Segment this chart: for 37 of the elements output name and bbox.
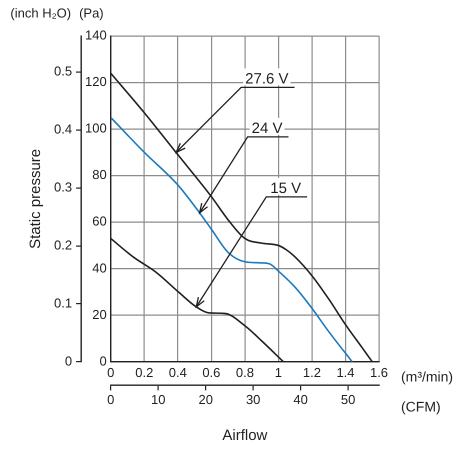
line-series: [110, 116, 353, 362]
y-tick-label: 40: [92, 260, 107, 276]
x-tick-label: 0.8: [236, 365, 254, 380]
y2-tick-label: 0: [64, 353, 72, 368]
x-tick-label: 0.2: [135, 365, 154, 380]
y2-axis-title: (inch H₂O): [10, 6, 72, 21]
x2-tick-label: 30: [246, 392, 260, 407]
y2-tick-label: 0.1: [54, 295, 72, 310]
y2-tick-label: 0.5: [54, 64, 72, 79]
y-tick-label: 120: [85, 74, 107, 90]
x2-tick-label: 10: [151, 392, 166, 407]
x-tick-label: 1: [274, 365, 282, 380]
x2-tick-label: 50: [340, 392, 356, 407]
y-tick-label: 80: [92, 167, 107, 182]
x2-tick-label: 20: [198, 392, 213, 407]
annotation: 15 V: [270, 180, 302, 197]
text: Airflow: [222, 427, 268, 444]
y-tick-label: 0: [100, 353, 107, 368]
x-tick-label: 1.2: [302, 365, 321, 380]
y-tick-label: 60: [92, 214, 107, 229]
annotation: 24 V: [252, 120, 282, 137]
y2-tick-label: 0.3: [54, 179, 72, 194]
y-tick-label: 100: [85, 120, 107, 136]
x-tick-label: 0.6: [202, 365, 220, 380]
y2-tick-label: 0.4: [54, 121, 72, 136]
annotation: 27.6 V: [245, 70, 289, 88]
text: Static pressure: [27, 148, 44, 249]
x-tick-label: 1.4: [336, 365, 355, 380]
x2-axis-title: (CFM): [401, 398, 441, 414]
y-tick-label: 20: [92, 306, 107, 322]
y-tick-label: 140: [85, 28, 107, 43]
x-tick-label: 1.6: [370, 365, 388, 380]
y2-tick-label: 0.2: [54, 237, 72, 252]
x2-tick-label: 40: [293, 392, 308, 407]
x-axis-title: (m³/min): [401, 368, 454, 385]
x-tick-label: 0.4: [168, 365, 187, 380]
y-axis-title: (Pa): [79, 6, 104, 21]
